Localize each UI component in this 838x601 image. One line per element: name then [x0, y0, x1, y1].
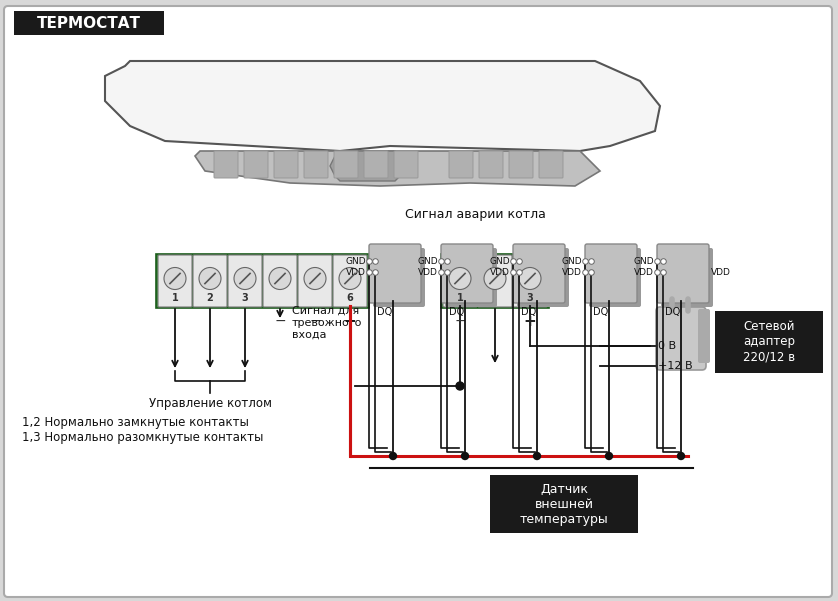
Circle shape	[339, 267, 361, 290]
Text: Датчик
внешней
температуры: Датчик внешней температуры	[520, 483, 608, 525]
Circle shape	[234, 267, 256, 290]
FancyBboxPatch shape	[193, 255, 227, 307]
Text: Сигнал аварии котла: Сигнал аварии котла	[405, 208, 546, 221]
FancyBboxPatch shape	[657, 244, 709, 303]
FancyBboxPatch shape	[539, 151, 563, 178]
FancyBboxPatch shape	[214, 151, 238, 178]
FancyBboxPatch shape	[441, 254, 549, 308]
Circle shape	[164, 267, 186, 290]
Text: GND: GND	[489, 257, 510, 266]
Circle shape	[269, 267, 291, 290]
FancyBboxPatch shape	[517, 248, 569, 307]
Text: GND: GND	[417, 257, 438, 266]
FancyBboxPatch shape	[441, 244, 493, 303]
FancyBboxPatch shape	[4, 6, 832, 597]
Text: VDD: VDD	[346, 268, 366, 277]
Text: +: +	[524, 314, 536, 329]
Text: GND: GND	[345, 257, 366, 266]
Circle shape	[677, 453, 685, 460]
Text: 1,3 Нормально разомкнутые контакты: 1,3 Нормально разомкнутые контакты	[22, 431, 263, 444]
FancyBboxPatch shape	[589, 248, 641, 307]
FancyBboxPatch shape	[490, 475, 638, 533]
Circle shape	[456, 382, 464, 390]
FancyBboxPatch shape	[478, 255, 512, 307]
Text: 0 В: 0 В	[658, 341, 676, 351]
Circle shape	[484, 267, 506, 290]
FancyBboxPatch shape	[333, 255, 367, 307]
FancyBboxPatch shape	[334, 151, 358, 178]
FancyBboxPatch shape	[274, 151, 298, 178]
Text: Сигнал для
тревожного
входа: Сигнал для тревожного входа	[292, 306, 362, 339]
Text: DQ: DQ	[377, 307, 392, 317]
FancyBboxPatch shape	[656, 307, 706, 370]
FancyBboxPatch shape	[244, 151, 268, 178]
FancyBboxPatch shape	[373, 248, 425, 307]
FancyBboxPatch shape	[509, 151, 533, 178]
Text: DQ: DQ	[593, 307, 608, 317]
Text: Управление котлом: Управление котлом	[148, 397, 272, 410]
FancyBboxPatch shape	[263, 255, 297, 307]
Text: 3: 3	[241, 293, 248, 303]
Circle shape	[606, 453, 613, 460]
Text: VDD: VDD	[634, 268, 654, 277]
FancyBboxPatch shape	[228, 255, 262, 307]
FancyBboxPatch shape	[156, 254, 369, 308]
Text: 3: 3	[526, 293, 533, 303]
Circle shape	[199, 267, 221, 290]
Text: −: −	[309, 314, 321, 328]
FancyBboxPatch shape	[158, 255, 192, 307]
Polygon shape	[330, 151, 405, 181]
Text: DQ: DQ	[665, 307, 680, 317]
FancyBboxPatch shape	[715, 311, 823, 373]
FancyBboxPatch shape	[394, 151, 418, 178]
Polygon shape	[105, 61, 660, 151]
Text: VDD: VDD	[490, 268, 510, 277]
Text: GND: GND	[634, 257, 654, 266]
Circle shape	[390, 453, 396, 460]
FancyBboxPatch shape	[698, 309, 710, 363]
Text: ТЕРМОСТАТ: ТЕРМОСТАТ	[37, 16, 141, 31]
FancyBboxPatch shape	[513, 255, 547, 307]
Text: VDD: VDD	[418, 268, 438, 277]
Circle shape	[462, 453, 468, 460]
Text: VDD: VDD	[711, 268, 731, 277]
FancyBboxPatch shape	[364, 151, 388, 178]
Text: DQ: DQ	[521, 307, 536, 317]
Circle shape	[534, 453, 541, 460]
FancyBboxPatch shape	[369, 244, 421, 303]
FancyBboxPatch shape	[449, 151, 473, 178]
Text: 2: 2	[207, 293, 214, 303]
Text: −: −	[274, 314, 286, 328]
FancyBboxPatch shape	[661, 248, 713, 307]
Text: DQ: DQ	[449, 307, 464, 317]
FancyBboxPatch shape	[298, 255, 332, 307]
FancyBboxPatch shape	[14, 11, 164, 35]
FancyBboxPatch shape	[443, 255, 477, 307]
FancyBboxPatch shape	[513, 244, 565, 303]
Text: +12 В: +12 В	[658, 361, 693, 371]
Polygon shape	[195, 151, 600, 186]
FancyBboxPatch shape	[445, 248, 497, 307]
Text: GND: GND	[561, 257, 582, 266]
Circle shape	[304, 267, 326, 290]
Text: Сетевой
адаптер
220/12 в: Сетевой адаптер 220/12 в	[743, 320, 795, 364]
Text: VDD: VDD	[562, 268, 582, 277]
Text: 1,2 Нормально замкнутые контакты: 1,2 Нормально замкнутые контакты	[22, 416, 249, 429]
Text: 1: 1	[172, 293, 178, 303]
FancyBboxPatch shape	[304, 151, 328, 178]
FancyBboxPatch shape	[585, 244, 637, 303]
Text: −: −	[454, 314, 466, 328]
Text: 1: 1	[457, 293, 463, 303]
Circle shape	[449, 267, 471, 290]
Circle shape	[519, 267, 541, 290]
FancyBboxPatch shape	[479, 151, 503, 178]
Text: 6: 6	[347, 293, 354, 303]
Text: +: +	[344, 314, 356, 329]
